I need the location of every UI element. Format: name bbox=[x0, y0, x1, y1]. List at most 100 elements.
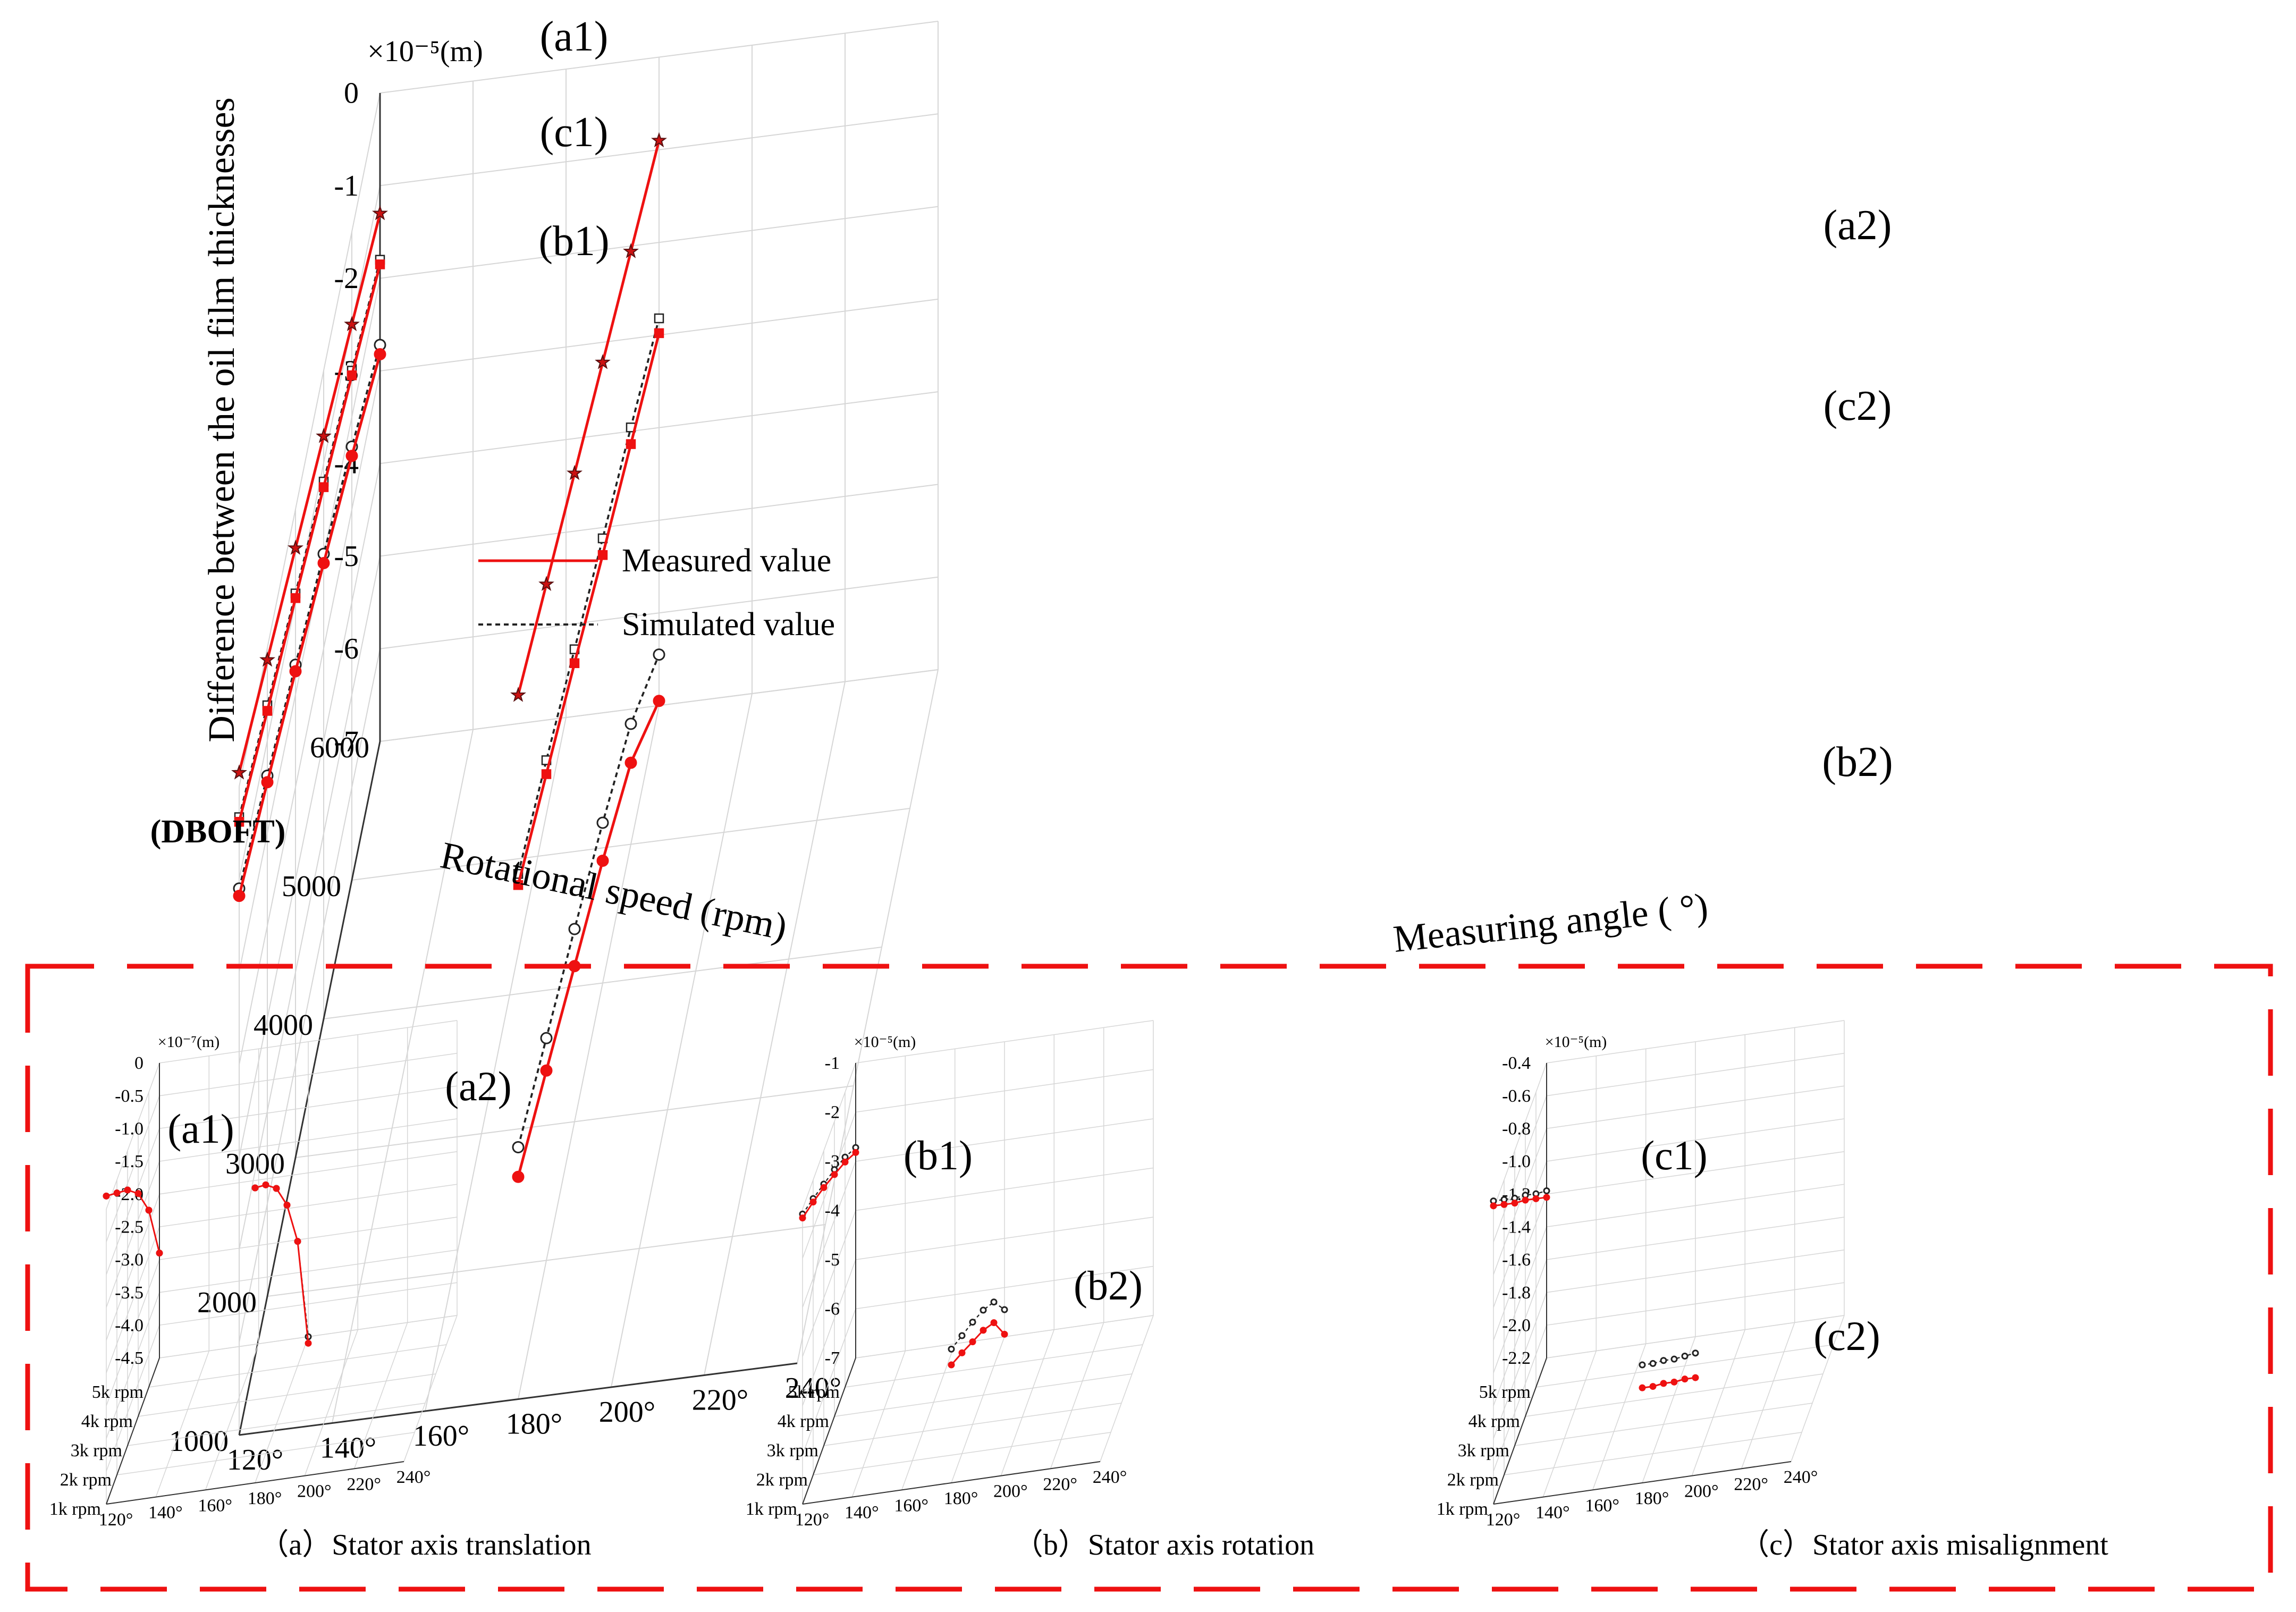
z-tick-label: -3.5 bbox=[115, 1283, 144, 1303]
z-tick-label: -6 bbox=[334, 632, 359, 665]
z-tick-label: -3.0 bbox=[115, 1250, 144, 1270]
z-tick-label: -2.5 bbox=[115, 1218, 144, 1237]
marker-b1-measured bbox=[852, 1149, 859, 1156]
marker-a1-measured bbox=[124, 1186, 131, 1194]
curve-label: (b1) bbox=[538, 218, 609, 265]
marker-c1-measured bbox=[1511, 1200, 1518, 1207]
marker-a1-measured bbox=[344, 316, 360, 331]
y-axis-line bbox=[802, 1357, 856, 1505]
z-tick-label: -6 bbox=[825, 1299, 840, 1319]
z-tick-label: -1.5 bbox=[115, 1152, 144, 1171]
y-tick-label: 4k rpm bbox=[1468, 1412, 1520, 1431]
curve-label: (c2) bbox=[1824, 383, 1892, 429]
y-tick-label: 4k rpm bbox=[81, 1412, 133, 1431]
marker-b1-measured bbox=[841, 1158, 849, 1166]
z-tick-label: -4.5 bbox=[115, 1348, 144, 1368]
legend-measured-label: Measured value bbox=[622, 543, 831, 579]
z-axis-title: Difference between the oil film thicknes… bbox=[201, 97, 242, 742]
curve-label: (a1) bbox=[167, 1105, 234, 1152]
marker-a1-measured bbox=[145, 1206, 153, 1214]
y-tick-label: 5k rpm bbox=[788, 1382, 840, 1402]
marker-b2-simulated bbox=[624, 718, 637, 730]
marker-b2-simulated bbox=[596, 816, 609, 829]
y-tick-label: 3k rpm bbox=[767, 1441, 818, 1461]
marker-a2-measured bbox=[283, 1201, 291, 1209]
x-tick-label: 200° bbox=[599, 1396, 655, 1429]
marker-c2-simulated bbox=[654, 313, 664, 324]
z-tick-label: -1.0 bbox=[115, 1119, 144, 1139]
marker-b1-measured bbox=[374, 348, 386, 360]
marker-b2-simulated bbox=[958, 1332, 966, 1339]
marker-b2-simulated bbox=[568, 923, 581, 935]
x-tick-label: 180° bbox=[944, 1489, 978, 1508]
marker-b1-measured bbox=[233, 890, 246, 902]
y-tick-label: 2k rpm bbox=[1447, 1470, 1499, 1490]
dashed-frame bbox=[25, 964, 2273, 1592]
marker-a2-measured bbox=[305, 1339, 312, 1347]
z-tick-label: -7 bbox=[825, 1348, 840, 1368]
marker-a1-measured bbox=[113, 1189, 121, 1197]
y-tick-label: 1k rpm bbox=[49, 1499, 101, 1519]
marker-b2-simulated bbox=[1001, 1306, 1008, 1313]
x-tick-label: 200° bbox=[993, 1482, 1028, 1501]
marker-c1-measured bbox=[375, 259, 385, 269]
marker-c2-measured bbox=[1681, 1375, 1689, 1383]
marker-c2-simulated bbox=[1681, 1353, 1689, 1360]
marker-b2-measured bbox=[540, 1064, 553, 1077]
x-tick-label: 240° bbox=[1784, 1467, 1818, 1487]
curve-label: (c2) bbox=[1813, 1313, 1880, 1359]
x-tick-label: 200° bbox=[1684, 1482, 1719, 1501]
x-tick-label: 240° bbox=[396, 1467, 431, 1487]
marker-c2-simulated bbox=[1639, 1361, 1646, 1369]
y-tick-label: 5k rpm bbox=[1479, 1382, 1531, 1402]
marker-b1-measured bbox=[809, 1199, 817, 1206]
chart-title: （b）Stator axis rotation bbox=[1014, 1529, 1314, 1562]
marker-c1-measured bbox=[1500, 1201, 1508, 1208]
y-tick-label: 5k rpm bbox=[92, 1382, 144, 1402]
marker-a2-measured bbox=[623, 243, 639, 258]
marker-b1-measured bbox=[799, 1214, 806, 1222]
series-line-c1-measured bbox=[238, 264, 382, 822]
marker-c2-simulated bbox=[1692, 1349, 1699, 1357]
z-tick-label: -2 bbox=[825, 1103, 840, 1123]
marker-b2-measured bbox=[980, 1327, 987, 1334]
marker-a1-measured bbox=[259, 652, 275, 667]
marker-b1-measured bbox=[820, 1184, 828, 1191]
x-tick-label: 140° bbox=[845, 1503, 879, 1523]
series-line-c2-simulated bbox=[517, 318, 660, 874]
x-tick-label: 240° bbox=[1093, 1467, 1127, 1487]
z-tick-label: -1.6 bbox=[1502, 1250, 1531, 1270]
marker-b2-measured bbox=[624, 756, 637, 769]
marker-b2-simulated bbox=[948, 1345, 955, 1353]
marker-a2-measured bbox=[294, 1238, 301, 1245]
marker-a2-measured bbox=[510, 687, 526, 702]
z-tick-label: -2.2 bbox=[1502, 1348, 1531, 1368]
series-line-a1-measured bbox=[238, 213, 382, 773]
subchart-a: 0-0.5-1.0-1.5-2.0-2.5-3.0-3.5-4.0-4.5120… bbox=[49, 1020, 592, 1562]
marker-a2-measured bbox=[273, 1185, 280, 1192]
marker-b1-measured bbox=[345, 450, 358, 462]
y-tick-label: 2k rpm bbox=[60, 1470, 112, 1490]
marker-c2-simulated bbox=[1660, 1357, 1667, 1364]
unit-label: ×10⁻⁵(m) bbox=[367, 35, 483, 68]
z-tick-label: -0.6 bbox=[1502, 1086, 1531, 1106]
series-line-a2-measured bbox=[517, 140, 661, 696]
marker-c1-measured bbox=[1522, 1196, 1529, 1204]
x-tick-label: 160° bbox=[198, 1496, 232, 1515]
marker-c2-measured bbox=[541, 769, 552, 779]
marker-a1-measured bbox=[156, 1250, 163, 1257]
y-tick-label: 1k rpm bbox=[746, 1499, 797, 1519]
series-line-b1-simulated bbox=[238, 344, 381, 889]
x-tick-label: 120° bbox=[227, 1444, 283, 1476]
marker-c2-simulated bbox=[1649, 1360, 1657, 1367]
marker-b2-measured bbox=[990, 1319, 998, 1327]
marker-c2-measured bbox=[569, 658, 580, 669]
z-tick-label: -7 bbox=[334, 725, 359, 758]
chart-title: （a）Stator axis translation bbox=[259, 1529, 591, 1562]
marker-c2-measured bbox=[1670, 1378, 1678, 1386]
marker-a1-measured bbox=[231, 764, 247, 780]
y-tick-label: 2k rpm bbox=[756, 1470, 808, 1490]
marker-a2-measured bbox=[651, 132, 667, 147]
x-tick-label: 120° bbox=[99, 1510, 133, 1530]
x-tick-label: 120° bbox=[795, 1510, 830, 1530]
